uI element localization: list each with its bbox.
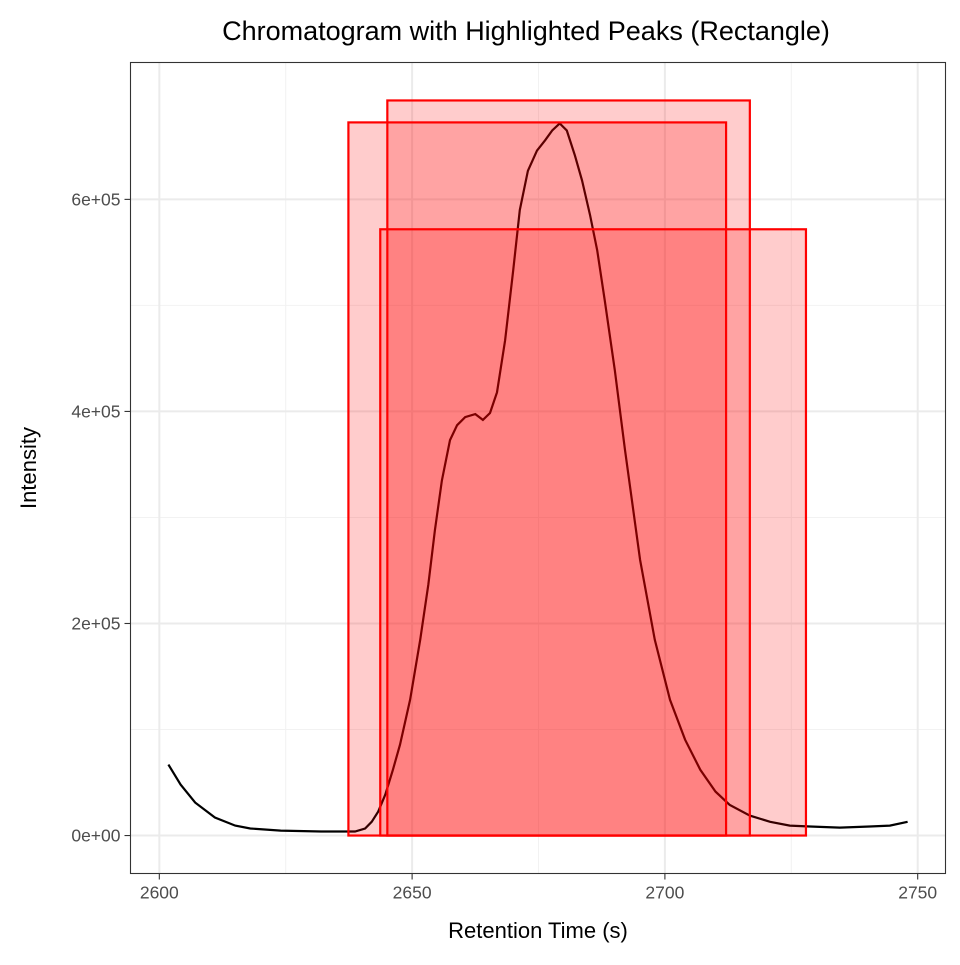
peak-rectangle xyxy=(347,121,728,837)
x-tick-label: 2750 xyxy=(898,883,937,903)
y-tick-label: 4e+05 xyxy=(71,401,120,421)
rectangles-group xyxy=(347,99,808,837)
x-tick-label: 2650 xyxy=(393,883,432,903)
y-ticks: 0e+00 2e+05 4e+05 6e+05 xyxy=(71,189,131,846)
intensity-line xyxy=(167,121,908,833)
panel-border xyxy=(129,61,947,875)
panel-background xyxy=(130,62,946,874)
y-tick-label: 0e+00 xyxy=(71,826,120,846)
peak-rectangle xyxy=(379,228,808,837)
grid xyxy=(130,62,946,874)
x-tick-label: 2700 xyxy=(645,883,684,903)
x-ticks: 2600 2650 2700 2750 xyxy=(140,873,937,903)
y-tick-label: 6e+05 xyxy=(71,189,120,209)
x-tick-label: 2600 xyxy=(140,883,179,903)
series-line-group xyxy=(167,121,908,833)
x-axis-label: Retention Time (s) xyxy=(448,918,628,943)
y-axis-label: Intensity xyxy=(16,427,41,509)
y-tick-label: 2e+05 xyxy=(71,613,120,633)
chart-title: Chromatogram with Highlighted Peaks (Rec… xyxy=(222,16,830,46)
peak-rectangle xyxy=(386,99,751,837)
